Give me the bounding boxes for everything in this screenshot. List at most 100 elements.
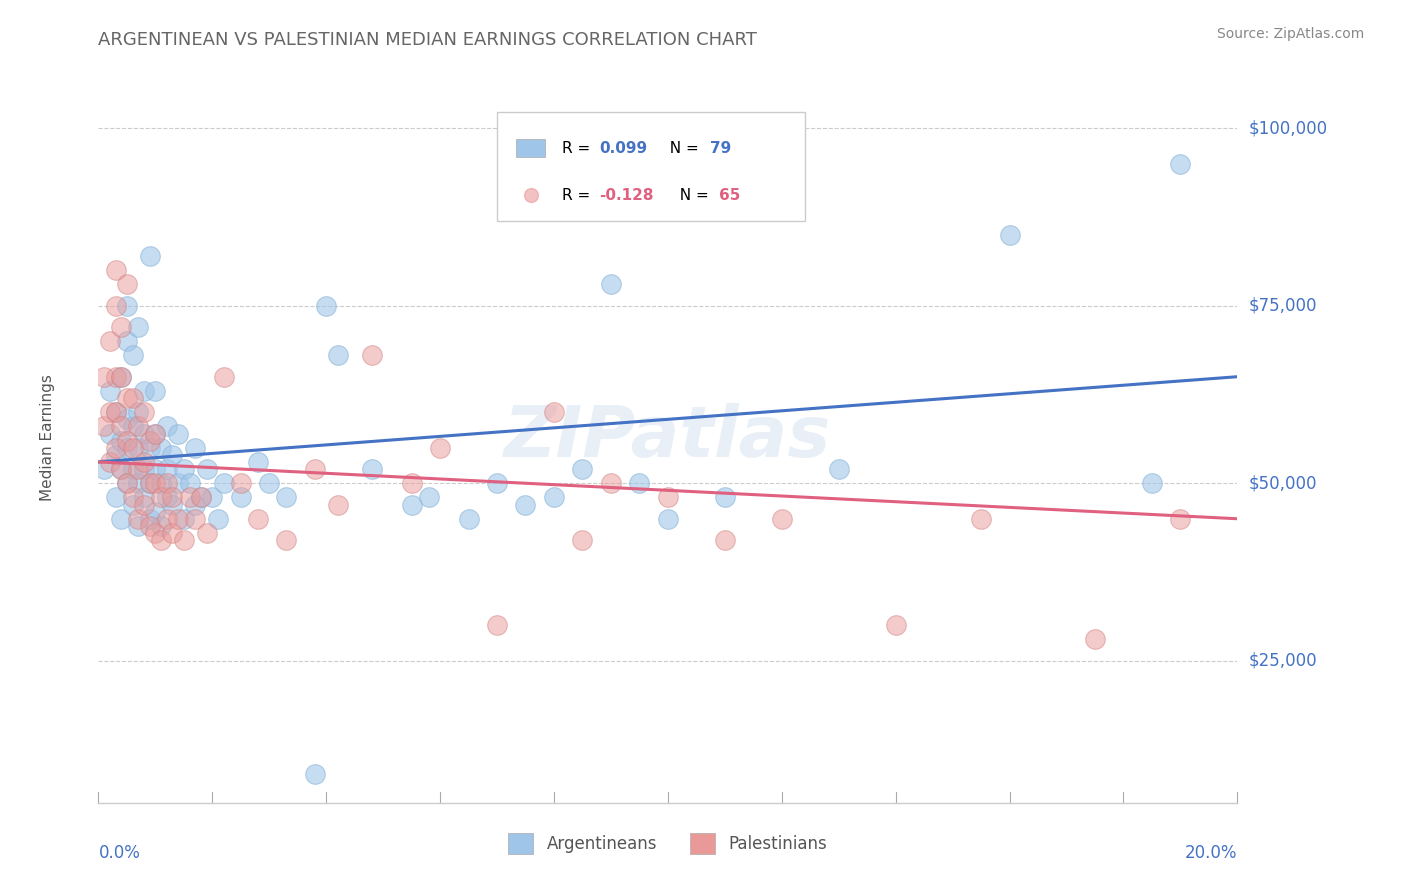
Point xyxy=(207,512,229,526)
FancyBboxPatch shape xyxy=(498,112,804,221)
Point xyxy=(110,369,132,384)
Point xyxy=(1084,632,1107,647)
Point xyxy=(828,462,851,476)
Text: 0.099: 0.099 xyxy=(599,141,648,155)
Point xyxy=(304,767,326,781)
Text: 20.0%: 20.0% xyxy=(1185,845,1237,863)
Point xyxy=(145,426,167,441)
Point xyxy=(714,491,737,505)
Point xyxy=(212,369,235,384)
Point xyxy=(110,320,132,334)
Point xyxy=(600,476,623,491)
Point xyxy=(138,434,160,448)
Point xyxy=(98,384,121,398)
Point xyxy=(600,277,623,292)
Point xyxy=(179,491,201,505)
Point xyxy=(184,441,207,455)
Point xyxy=(93,462,115,476)
Point xyxy=(145,525,167,540)
Point xyxy=(127,462,149,476)
Point xyxy=(121,498,143,512)
Point xyxy=(132,426,155,441)
Point xyxy=(401,498,423,512)
Point xyxy=(657,491,679,505)
Point xyxy=(543,491,565,505)
Text: $25,000: $25,000 xyxy=(1249,652,1317,670)
Point xyxy=(162,491,184,505)
Point xyxy=(173,512,195,526)
Point xyxy=(93,369,115,384)
Text: ZIPatlas: ZIPatlas xyxy=(505,402,831,472)
Point xyxy=(104,405,127,419)
Point xyxy=(145,462,167,476)
Point xyxy=(127,476,149,491)
Point xyxy=(190,491,212,505)
Point xyxy=(156,419,179,434)
Point xyxy=(418,491,440,505)
Point xyxy=(229,491,252,505)
Point xyxy=(121,491,143,505)
Point xyxy=(571,533,593,547)
Point xyxy=(98,426,121,441)
Point xyxy=(132,384,155,398)
Text: $75,000: $75,000 xyxy=(1249,297,1317,315)
Point xyxy=(104,441,127,455)
Point xyxy=(98,455,121,469)
Point xyxy=(127,519,149,533)
Text: $100,000: $100,000 xyxy=(1249,120,1327,137)
Point xyxy=(132,498,155,512)
Point xyxy=(246,455,269,469)
Point xyxy=(246,512,269,526)
Point xyxy=(156,462,179,476)
Point xyxy=(127,512,149,526)
Point xyxy=(138,512,160,526)
Point xyxy=(190,491,212,505)
Point xyxy=(1170,512,1192,526)
Point xyxy=(104,405,127,419)
Text: R =: R = xyxy=(562,187,595,202)
Point xyxy=(150,491,173,505)
Point xyxy=(770,512,793,526)
Point xyxy=(315,299,337,313)
Point xyxy=(115,476,138,491)
Point xyxy=(515,498,537,512)
Point xyxy=(98,334,121,349)
Point xyxy=(132,491,155,505)
Point xyxy=(110,369,132,384)
Point xyxy=(104,299,127,313)
Point xyxy=(138,441,160,455)
Point xyxy=(115,476,138,491)
Point xyxy=(162,448,184,462)
Point xyxy=(145,476,167,491)
Point xyxy=(110,462,132,476)
Point xyxy=(115,277,138,292)
Point xyxy=(276,533,298,547)
Point xyxy=(115,434,138,448)
Text: Source: ZipAtlas.com: Source: ZipAtlas.com xyxy=(1216,27,1364,41)
Text: 0.0%: 0.0% xyxy=(98,845,141,863)
Point xyxy=(110,512,132,526)
Point xyxy=(657,512,679,526)
Point xyxy=(167,426,190,441)
Point xyxy=(571,462,593,476)
Point xyxy=(156,512,179,526)
Point xyxy=(150,519,173,533)
Point xyxy=(195,525,218,540)
Point xyxy=(115,412,138,426)
Point xyxy=(173,462,195,476)
Point xyxy=(628,476,651,491)
Point xyxy=(138,476,160,491)
Text: 79: 79 xyxy=(710,141,731,155)
Point xyxy=(457,512,479,526)
Point xyxy=(184,512,207,526)
Point xyxy=(115,334,138,349)
Point xyxy=(115,441,138,455)
Point xyxy=(132,455,155,469)
Point xyxy=(132,462,155,476)
Point xyxy=(229,476,252,491)
Point xyxy=(486,618,509,632)
Point xyxy=(127,320,149,334)
Point xyxy=(110,434,132,448)
Point xyxy=(360,462,382,476)
Point xyxy=(173,533,195,547)
